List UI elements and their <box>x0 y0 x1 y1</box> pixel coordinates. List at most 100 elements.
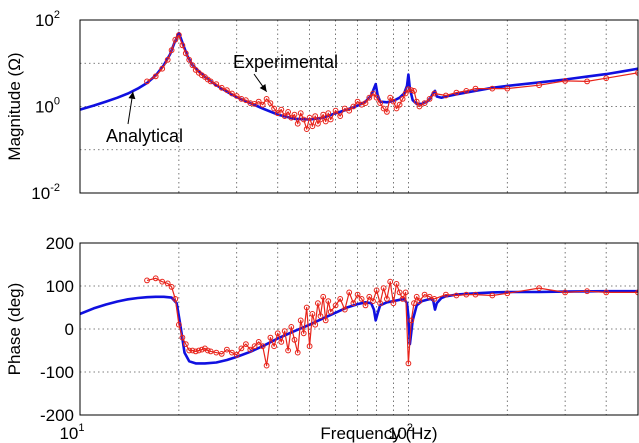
experimental-point <box>362 302 369 309</box>
experimental-point <box>243 341 249 348</box>
experimental-point <box>362 100 369 106</box>
experimental-point <box>267 100 274 106</box>
experimental-point <box>192 67 199 73</box>
y-axis-label: Phase (deg) <box>5 283 24 376</box>
experimental-point <box>168 47 175 54</box>
experimental-point <box>320 111 327 118</box>
experimental-point <box>159 65 166 72</box>
experimental-point <box>536 82 542 89</box>
annotation-label: Experimental <box>233 52 338 72</box>
experimental-point <box>255 98 262 105</box>
experimental-point <box>402 289 409 296</box>
y-axis-label: Magnitude (Ω) <box>5 52 24 160</box>
experimental-point <box>213 81 220 87</box>
experimental-point <box>421 291 428 298</box>
experimental-point <box>393 105 400 112</box>
experimental-point <box>267 334 274 341</box>
experimental-point <box>472 291 479 298</box>
experimental-point <box>243 97 249 104</box>
experimental-point <box>341 306 348 313</box>
experimental-point <box>584 78 590 85</box>
experimental-point <box>300 116 307 123</box>
experimental-point <box>387 94 394 101</box>
experimental-point <box>281 113 288 119</box>
y-tick-label: 0 <box>65 320 74 339</box>
experimental-point <box>159 278 166 285</box>
experimental-point <box>164 56 171 63</box>
experimental-point <box>408 317 415 324</box>
experimental-point <box>297 317 304 324</box>
experimental-point <box>377 300 384 307</box>
experimental-point <box>562 78 568 84</box>
x-tick-label: 102 <box>388 422 413 443</box>
experimental-point <box>327 308 334 315</box>
experimental-point <box>218 351 225 357</box>
y-tick-label: 100 <box>35 96 60 117</box>
series-group <box>80 275 638 369</box>
experimental-point <box>366 293 373 300</box>
experimental-point <box>303 126 310 133</box>
experimental-point <box>354 98 361 105</box>
experimental-point <box>317 313 324 320</box>
y-tick-labels: -200 -100 0 100 200 <box>40 234 74 425</box>
experimental-point <box>337 296 344 302</box>
experimental-point <box>411 300 417 307</box>
y-tick-label: 10-2 <box>31 182 60 203</box>
experimental-point <box>233 93 240 99</box>
experimental-point <box>281 328 288 335</box>
experimental-point <box>443 92 449 99</box>
experimental-point <box>413 98 420 105</box>
experimental-point <box>416 298 423 305</box>
experimental-point <box>312 321 319 328</box>
experimental-point <box>255 339 262 345</box>
experimental-point <box>393 281 400 287</box>
experimental-point <box>396 289 403 296</box>
experimental-point <box>176 32 182 38</box>
experimental-point <box>207 348 214 355</box>
experimental-point <box>402 90 409 97</box>
experimental-point <box>259 101 266 108</box>
experimental-point <box>207 78 214 85</box>
experimental-point <box>431 296 438 302</box>
x-tick-labels: 101 102 <box>59 422 412 443</box>
experimental-point <box>204 347 211 354</box>
experimental-point <box>259 343 266 350</box>
experimental-point <box>453 292 460 299</box>
experimental-point <box>291 111 298 118</box>
experimental-point <box>370 298 376 305</box>
series-group <box>80 31 638 133</box>
y-tick-label: 100 <box>46 277 74 296</box>
experimental-point <box>453 89 460 96</box>
annotations: Experimental Analytical <box>106 52 338 146</box>
experimental-point <box>472 85 479 92</box>
experimental-point <box>291 336 298 343</box>
experimental-point <box>172 36 179 43</box>
experimental-point <box>263 96 270 102</box>
experimental-point <box>278 106 285 113</box>
experimental-point <box>213 349 220 356</box>
experimental-point <box>390 98 397 105</box>
y-tick-labels: 10-2 100 102 <box>31 9 60 203</box>
x-tick-label: 101 <box>59 422 84 443</box>
grid <box>80 243 638 415</box>
experimental-point <box>251 343 258 350</box>
experimental-point <box>536 285 542 292</box>
y-tick-label: -100 <box>40 363 74 382</box>
experimental-point <box>186 347 193 354</box>
experimental-point <box>144 78 150 85</box>
experimental-point <box>413 293 420 300</box>
experimental-point <box>399 96 406 102</box>
experimental-point <box>263 362 270 369</box>
experimental-point <box>274 330 281 337</box>
experimental-point <box>411 88 417 94</box>
experimental-point <box>408 87 415 93</box>
experimental-point <box>300 330 307 337</box>
experimental-point <box>358 296 365 302</box>
grid <box>80 20 638 193</box>
experimental-point <box>199 72 205 79</box>
experimental-point <box>233 351 240 358</box>
experimental-point <box>189 62 196 69</box>
experimental-point <box>303 304 310 311</box>
